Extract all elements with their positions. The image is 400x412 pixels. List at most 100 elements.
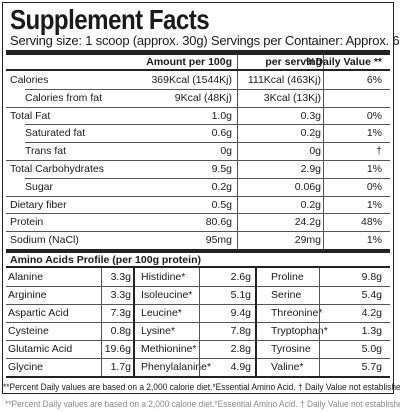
nutrient-per-100g: 0.2g bbox=[211, 180, 232, 193]
amino-name: Phenylalanine* bbox=[141, 361, 212, 373]
nutrient-per-100g: 369Kcal (1544Kj) bbox=[151, 74, 232, 86]
serving-info: Serving size: 1 scoop (approx. 30g) Serv… bbox=[10, 33, 400, 48]
amino-name: Arginine bbox=[8, 289, 47, 301]
header-divider bbox=[237, 55, 238, 69]
amino-value: 2.6g bbox=[230, 271, 251, 283]
nutrient-per-serving: 0.2g bbox=[300, 198, 321, 211]
nutrient-per-serving: 0.06g bbox=[294, 180, 321, 193]
column-divider bbox=[323, 106, 324, 125]
nutrient-per-100g: 1.0g bbox=[211, 109, 232, 122]
amino-name: Valine* bbox=[271, 361, 304, 373]
amino-value: 5.0g bbox=[361, 343, 382, 355]
row-divider bbox=[6, 213, 390, 215]
nutrient-per-100g: 80.6g bbox=[205, 216, 232, 229]
nutrient-daily-value: 0% bbox=[366, 180, 382, 193]
column-divider bbox=[237, 106, 238, 125]
nutrient-daily-value: 0% bbox=[366, 109, 382, 122]
nutrient-daily-value: 1% bbox=[366, 163, 382, 175]
amino-header-divider bbox=[6, 266, 390, 268]
amino-name: Alanine bbox=[8, 271, 44, 283]
nutrient-name: Sodium (NaCl) bbox=[10, 234, 79, 247]
nutrient-per-serving: 0.3g bbox=[300, 109, 321, 122]
row-divider bbox=[25, 124, 390, 126]
amino-value: 5.1g bbox=[230, 289, 251, 301]
amino-name: Tryptophan* bbox=[271, 325, 328, 337]
amino-value: 5.7g bbox=[361, 361, 382, 373]
amino-name: Proline bbox=[271, 271, 304, 283]
nutrient-per-serving: 29mg bbox=[294, 234, 321, 247]
nutrient-per-100g: 0.5g bbox=[211, 198, 232, 211]
column-divider bbox=[323, 177, 324, 196]
row-divider bbox=[6, 231, 390, 233]
amino-value: 19.6g bbox=[104, 343, 131, 355]
nutrient-daily-value: 1% bbox=[366, 198, 382, 211]
footnote: **Percent Daily values are based on a 2,… bbox=[3, 382, 400, 392]
amino-value: 3.3g bbox=[110, 271, 131, 283]
column-divider bbox=[323, 231, 324, 249]
column-divider bbox=[237, 177, 238, 196]
nutrient-per-serving: 0g bbox=[309, 145, 321, 158]
column-divider bbox=[237, 88, 238, 107]
nutrient-per-100g: 9Kcal (48Kj) bbox=[174, 91, 232, 104]
column-divider bbox=[323, 195, 324, 214]
column-divider bbox=[323, 71, 324, 89]
header-per-100g: Amount per 100g bbox=[146, 56, 232, 68]
nutrient-per-serving: 111Kcal (463Kj) bbox=[247, 74, 321, 86]
row-divider bbox=[25, 88, 390, 90]
amino-name: Leucine* bbox=[141, 307, 182, 319]
amino-name: Cysteine bbox=[8, 325, 49, 337]
amino-title: Amino Acids Profile (per 100g protein) bbox=[10, 254, 201, 266]
nutrient-name: Calories bbox=[10, 74, 49, 86]
nutrient-per-serving: 2.9g bbox=[300, 163, 321, 175]
column-divider bbox=[323, 124, 324, 143]
nutrient-per-100g: 0g bbox=[220, 145, 232, 158]
row-divider bbox=[6, 304, 390, 305]
amino-name: Lysine* bbox=[141, 325, 176, 337]
amino-value: 1.7g bbox=[110, 361, 131, 373]
row-divider bbox=[25, 142, 390, 144]
amino-name: Methionine* bbox=[141, 343, 197, 355]
row-divider bbox=[6, 322, 390, 323]
column-divider bbox=[319, 268, 320, 376]
amino-value: 4.9g bbox=[230, 361, 251, 373]
amino-name: Glutamic Acid bbox=[8, 343, 73, 355]
row-divider bbox=[6, 195, 390, 197]
nutrient-per-serving: 3Kcal (13Kj) bbox=[263, 91, 321, 104]
nutrient-name: Total Fat bbox=[10, 109, 51, 122]
footnote-ghost: **Percent Daily values are based on a 2,… bbox=[5, 399, 400, 409]
column-divider bbox=[323, 160, 324, 178]
column-divider bbox=[237, 124, 238, 143]
nutrient-per-serving: 24.2g bbox=[294, 216, 321, 229]
amino-bottom-divider bbox=[6, 376, 390, 378]
nutrient-name: Total Carbohydrates bbox=[10, 163, 104, 175]
nutrient-name: Calories from fat bbox=[25, 91, 103, 104]
amino-value: 5.4g bbox=[361, 289, 382, 301]
column-divider bbox=[237, 71, 238, 89]
column-divider bbox=[255, 268, 257, 376]
row-divider bbox=[25, 177, 390, 179]
row-divider bbox=[6, 286, 390, 287]
nutrient-name: Saturated fat bbox=[25, 127, 86, 140]
thick-divider bbox=[6, 249, 390, 253]
column-divider bbox=[237, 213, 238, 232]
row-divider bbox=[6, 106, 390, 108]
supplement-facts-panel: Supplement Facts Serving size: 1 scoop (… bbox=[2, 2, 400, 394]
nutrient-name: Trans fat bbox=[25, 145, 67, 158]
amino-value: 3.3g bbox=[110, 289, 131, 301]
amino-name: Glycine bbox=[8, 361, 44, 373]
row-divider bbox=[6, 160, 390, 161]
header-per-serving: per serving bbox=[265, 56, 322, 68]
column-divider bbox=[199, 268, 200, 376]
nutrient-daily-value: 1% bbox=[366, 234, 382, 247]
column-divider bbox=[237, 160, 238, 178]
column-divider bbox=[133, 268, 135, 376]
amino-value: 9.8g bbox=[361, 271, 382, 283]
column-divider bbox=[323, 213, 324, 232]
nutrient-per-100g: 95mg bbox=[205, 234, 232, 247]
nutrient-daily-value: 48% bbox=[360, 216, 382, 229]
amino-value: 2.8g bbox=[230, 343, 251, 355]
nutrient-per-serving: 0.2g bbox=[300, 127, 321, 140]
amino-value: 1.3g bbox=[361, 325, 382, 337]
column-divider bbox=[323, 142, 324, 160]
amino-value: 4.2g bbox=[361, 307, 382, 319]
